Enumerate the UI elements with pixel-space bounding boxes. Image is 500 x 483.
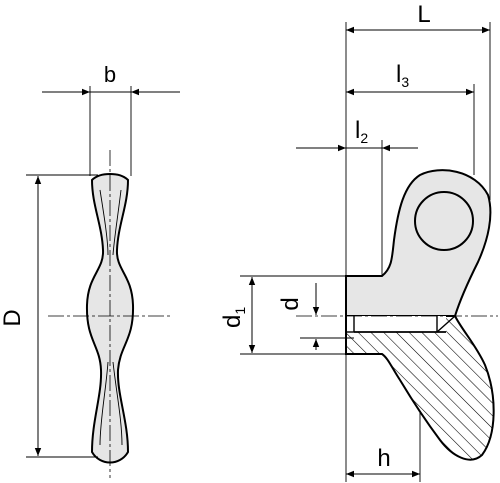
dimension-l2: l2 [296,117,418,276]
label-d: d [277,297,304,310]
label-D: D [0,309,26,326]
label-l2: l2 [355,117,368,146]
knob-side-upper-body [345,169,492,317]
dimension-d: d [277,283,354,350]
dimension-l3: l3 [346,61,475,175]
threaded-bore [346,316,446,332]
knob-side-hole [414,191,474,251]
label-h: h [377,445,390,472]
knob-front-outline [85,173,135,464]
label-l3: l3 [396,61,409,90]
dimension-D: D [0,174,98,458]
knob-side-section-hatched [345,315,495,461]
label-L: L [417,1,430,28]
dimension-h: h [345,354,421,482]
dimension-d1: d1 [219,275,346,355]
dimension-b: b [42,62,180,176]
knob-front-inner-left [99,189,109,446]
front-view [48,150,170,478]
knob-front-inner-right [112,189,123,446]
label-b: b [104,62,116,87]
label-d1: d1 [219,307,248,328]
side-view [296,169,498,461]
